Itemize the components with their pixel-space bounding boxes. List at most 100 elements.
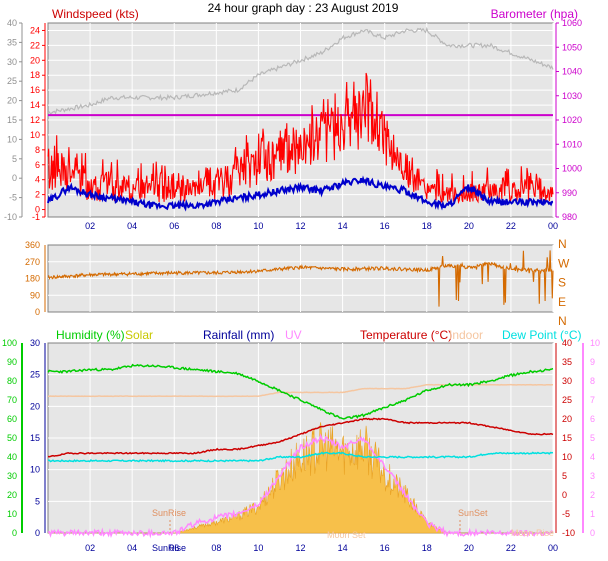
tick-label: 10 xyxy=(7,134,17,144)
tick-label: 0 xyxy=(35,205,40,215)
compass-label: N xyxy=(558,314,567,328)
tick-label: 18 xyxy=(30,70,40,80)
x-tick-label: 22 xyxy=(506,543,516,553)
climate-x-axis: 02 04 06 08 10 12 14 16 18 20 22 00 xyxy=(85,543,558,553)
x-tick-label: 22 xyxy=(506,221,516,231)
tick-label: -5 xyxy=(562,509,570,519)
tick-label: 6 xyxy=(590,414,595,424)
tick-label: 30 xyxy=(7,57,17,67)
tick-label: 30 xyxy=(7,471,17,481)
legend-item: Temperature (°C) xyxy=(360,328,452,342)
tick-label: 22 xyxy=(30,40,40,50)
direction-left-axis: 0 90 180 270 360 xyxy=(25,240,46,317)
tick-label: 40 xyxy=(7,452,17,462)
tick-label: 4 xyxy=(590,452,595,462)
wind-series xyxy=(47,26,554,212)
tick-label: 25 xyxy=(7,76,17,86)
annotation-label: Moon Set xyxy=(327,530,366,540)
tick-label: 2 xyxy=(590,490,595,500)
tick-label: 90 xyxy=(7,357,17,367)
legend-item: Humidity (%) xyxy=(56,328,125,342)
humidity-line xyxy=(47,363,554,420)
tick-label: 1010 xyxy=(562,139,582,149)
tick-label: 5 xyxy=(590,433,595,443)
dew-point-line xyxy=(48,451,554,463)
direction-grid xyxy=(48,245,554,312)
x-tick-label: 14 xyxy=(338,221,348,231)
tick-label: 4 xyxy=(35,175,40,185)
tick-label: 0 xyxy=(12,173,17,183)
wind-left-label: Windspeed (kts) xyxy=(52,7,139,21)
tick-label: 30 xyxy=(30,338,40,348)
tick-label: 8 xyxy=(35,145,40,155)
legend-item: UV xyxy=(285,328,302,342)
x-tick-label: 16 xyxy=(380,221,390,231)
humidity-axis: 0 10 20 30 40 50 60 70 80 90 100 xyxy=(2,338,23,538)
x-tick-label: 00 xyxy=(548,543,558,553)
climate-panel: Humidity (%) Solar Rainfall (mm) UV Temperat… xyxy=(2,328,600,553)
tick-label: 0 xyxy=(590,528,595,538)
tick-label: 0 xyxy=(12,528,17,538)
tick-label: 25 xyxy=(30,370,40,380)
climate-series xyxy=(47,363,554,539)
tick-label: 1060 xyxy=(562,18,582,28)
tick-label: 0 xyxy=(35,528,40,538)
direction-series xyxy=(47,250,554,307)
climate-legend: Humidity (%) Solar Rainfall (mm) UV Temperat… xyxy=(56,328,581,342)
tick-label: 24 xyxy=(30,25,40,35)
tick-label: 40 xyxy=(562,338,572,348)
tick-label: 20 xyxy=(7,96,17,106)
wind-grid xyxy=(48,23,554,217)
tick-label: 10 xyxy=(7,509,17,519)
tick-label: 7 xyxy=(590,395,595,405)
x-tick-label: 20 xyxy=(464,221,474,231)
tick-label: -1 xyxy=(32,212,40,222)
tick-label: 1020 xyxy=(562,115,582,125)
tick-label: 8 xyxy=(590,376,595,386)
tick-label: -10 xyxy=(562,528,575,538)
tick-label: 10 xyxy=(590,338,600,348)
compass-label: N xyxy=(558,237,567,251)
tick-label: 35 xyxy=(7,37,17,47)
x-tick-label: 12 xyxy=(295,221,305,231)
gray-series-line xyxy=(47,26,554,115)
tick-label: 9 xyxy=(590,357,595,367)
annotation-label: SunRise xyxy=(152,543,186,553)
tick-label: 180 xyxy=(25,274,40,284)
tick-label: 1050 xyxy=(562,42,582,52)
tick-label: 60 xyxy=(7,414,17,424)
tick-label: 14 xyxy=(30,100,40,110)
x-tick-label: 02 xyxy=(85,221,95,231)
annotation-label: SunRise xyxy=(152,508,186,518)
tick-label: 1 xyxy=(590,509,595,519)
tick-label: 360 xyxy=(25,240,40,250)
compass-label: E xyxy=(558,295,566,309)
tick-label: 25 xyxy=(562,395,572,405)
tick-label: 1030 xyxy=(562,91,582,101)
x-tick-label: 12 xyxy=(295,543,305,553)
tick-label: 10 xyxy=(30,130,40,140)
legend-item: Indoor xyxy=(449,328,483,342)
wind-outer-axis: -10 -5 0 5 10 15 20 25 30 35 40 xyxy=(4,18,23,222)
x-tick-label: 06 xyxy=(169,543,179,553)
x-tick-label: 08 xyxy=(211,221,221,231)
wind-panel: Windspeed (kts) Barometer (hpa) -10-5051… xyxy=(4,7,582,231)
tick-label: 80 xyxy=(7,376,17,386)
tick-label: 5 xyxy=(12,154,17,164)
uv-line xyxy=(47,433,554,539)
tick-label: 20 xyxy=(30,55,40,65)
compass-label: S xyxy=(558,276,566,290)
tick-label: 40 xyxy=(7,18,17,28)
compass-label: W xyxy=(558,256,570,270)
tick-label: 30 xyxy=(562,376,572,386)
tick-label: 12 xyxy=(30,115,40,125)
tick-label: 980 xyxy=(562,212,577,222)
tick-label: 15 xyxy=(7,115,17,125)
x-tick-label: 16 xyxy=(380,543,390,553)
x-tick-label: 20 xyxy=(464,543,474,553)
x-tick-label: 10 xyxy=(253,221,263,231)
x-tick-label: 04 xyxy=(127,543,137,553)
